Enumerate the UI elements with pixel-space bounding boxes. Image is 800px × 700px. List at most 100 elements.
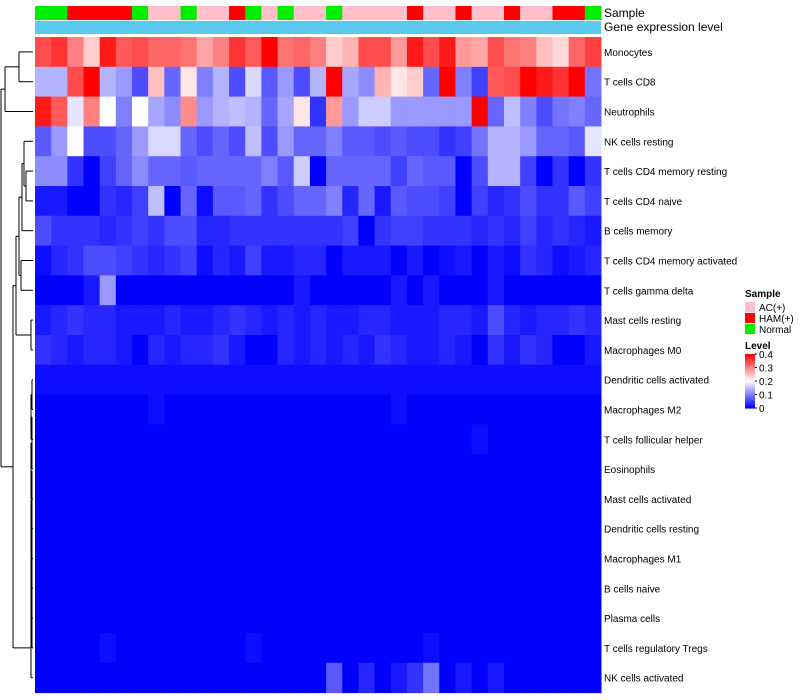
heatmap-cell [196,275,214,306]
heatmap-cell [342,245,359,276]
level-bar-segment [745,395,755,398]
heatmap-cell [487,364,505,396]
heatmap-cell [536,633,553,664]
heatmap-cell [584,37,602,68]
sample-annotation-cell [51,6,68,20]
sample-legend-entries: AC(+)HAM(+)Normal [745,302,794,336]
heatmap-cell [439,245,456,276]
heatmap-cell [132,335,149,366]
heatmap-cell [51,335,68,366]
heatmap-cell [35,394,52,425]
heatmap-cell [471,245,489,276]
heatmap-cell [390,186,408,217]
heatmap-cell [455,245,473,276]
heatmap-cell [487,394,505,425]
heatmap-cell [196,424,214,455]
heatmap-cell [212,96,230,127]
heatmap-cell [487,156,505,187]
sample-annotation-track [35,6,602,20]
heatmap-cell [568,633,586,664]
heatmap-cell [245,543,262,574]
heatmap-cell [584,394,602,425]
level-bar-segment [745,393,755,396]
heatmap-cell [552,66,570,98]
sample-annotation-cell [196,6,214,20]
heatmap-cell [342,454,359,485]
heatmap-cell [99,37,117,68]
heatmap-cell [487,126,505,157]
heatmap-cell [245,573,262,604]
heatmap-cell [180,156,198,187]
heatmap-cell [51,513,68,545]
heatmap-cell [439,662,456,694]
heatmap-cell [132,394,149,425]
heatmap-cell [196,37,214,68]
heatmap-cell [358,394,376,425]
heatmap-cell [277,364,295,396]
sample-annotation-cell [358,6,376,20]
heatmap-cell [99,96,117,127]
heatmap-cell [423,335,440,366]
heatmap-cell [229,364,246,396]
row-label: T cells CD4 naive [604,197,683,208]
heatmap-cell [584,215,602,247]
heatmap-cell [568,484,586,515]
heatmap-cell [390,335,408,366]
level-bar-segment [745,360,755,363]
heatmap-cell [552,633,570,664]
heatmap-cell [148,543,165,574]
heatmap-cell [99,633,117,664]
heatmap-cell [83,454,101,485]
heatmap-cell [164,543,182,574]
heatmap-cell [115,245,133,276]
heatmap-cell [51,484,68,515]
heatmap-cell [584,96,602,127]
heatmap-cell [326,543,343,574]
sample-annotation-cell [374,6,392,20]
heatmap-cell [35,37,52,68]
heatmap-cell [148,424,165,455]
heatmap-cell [132,37,149,68]
heatmap-cell [132,633,149,664]
heatmap-cell [423,66,440,98]
heatmap-cell [423,245,440,276]
heatmap-cell [309,186,327,217]
heatmap-cell [35,335,52,366]
heatmap-cell [67,305,85,336]
sample-track-label: Sample [604,6,645,20]
heatmap-cell [536,454,553,485]
heatmap-cell [115,603,133,634]
heatmap-cell [277,603,295,634]
heatmap-cell [358,454,376,485]
heatmap-cell [358,424,376,455]
heatmap-cell [584,186,602,217]
heatmap-cell [326,275,343,306]
heatmap-cell [309,662,327,694]
heatmap-cell [245,215,262,247]
heatmap-cell [148,484,165,515]
heatmap-cell [374,37,392,68]
heatmap-cell [471,513,489,545]
heatmap-cell [83,484,101,515]
gene-expression-annotation-track [35,21,601,34]
heatmap-cell [245,305,262,336]
heatmap-cell [245,37,262,68]
heatmap-cell [552,662,570,694]
heatmap-cell [471,96,489,127]
heatmap-cell [552,484,570,515]
heatmap-cell [552,96,570,127]
heatmap-cell [423,454,440,485]
heatmap-cell [99,424,117,455]
heatmap-cell [148,603,165,634]
heatmap-cell [536,156,553,187]
heatmap-cell [390,603,408,634]
heatmap-cell [326,156,343,187]
heatmap-cell [455,126,473,157]
heatmap-cell [83,66,101,98]
heatmap-cell [115,364,133,396]
heatmap-cell [487,275,505,306]
heatmap-cell [261,603,279,634]
heatmap-cell [212,215,230,247]
heatmap-cell [536,215,553,247]
heatmap-cell [229,513,246,545]
